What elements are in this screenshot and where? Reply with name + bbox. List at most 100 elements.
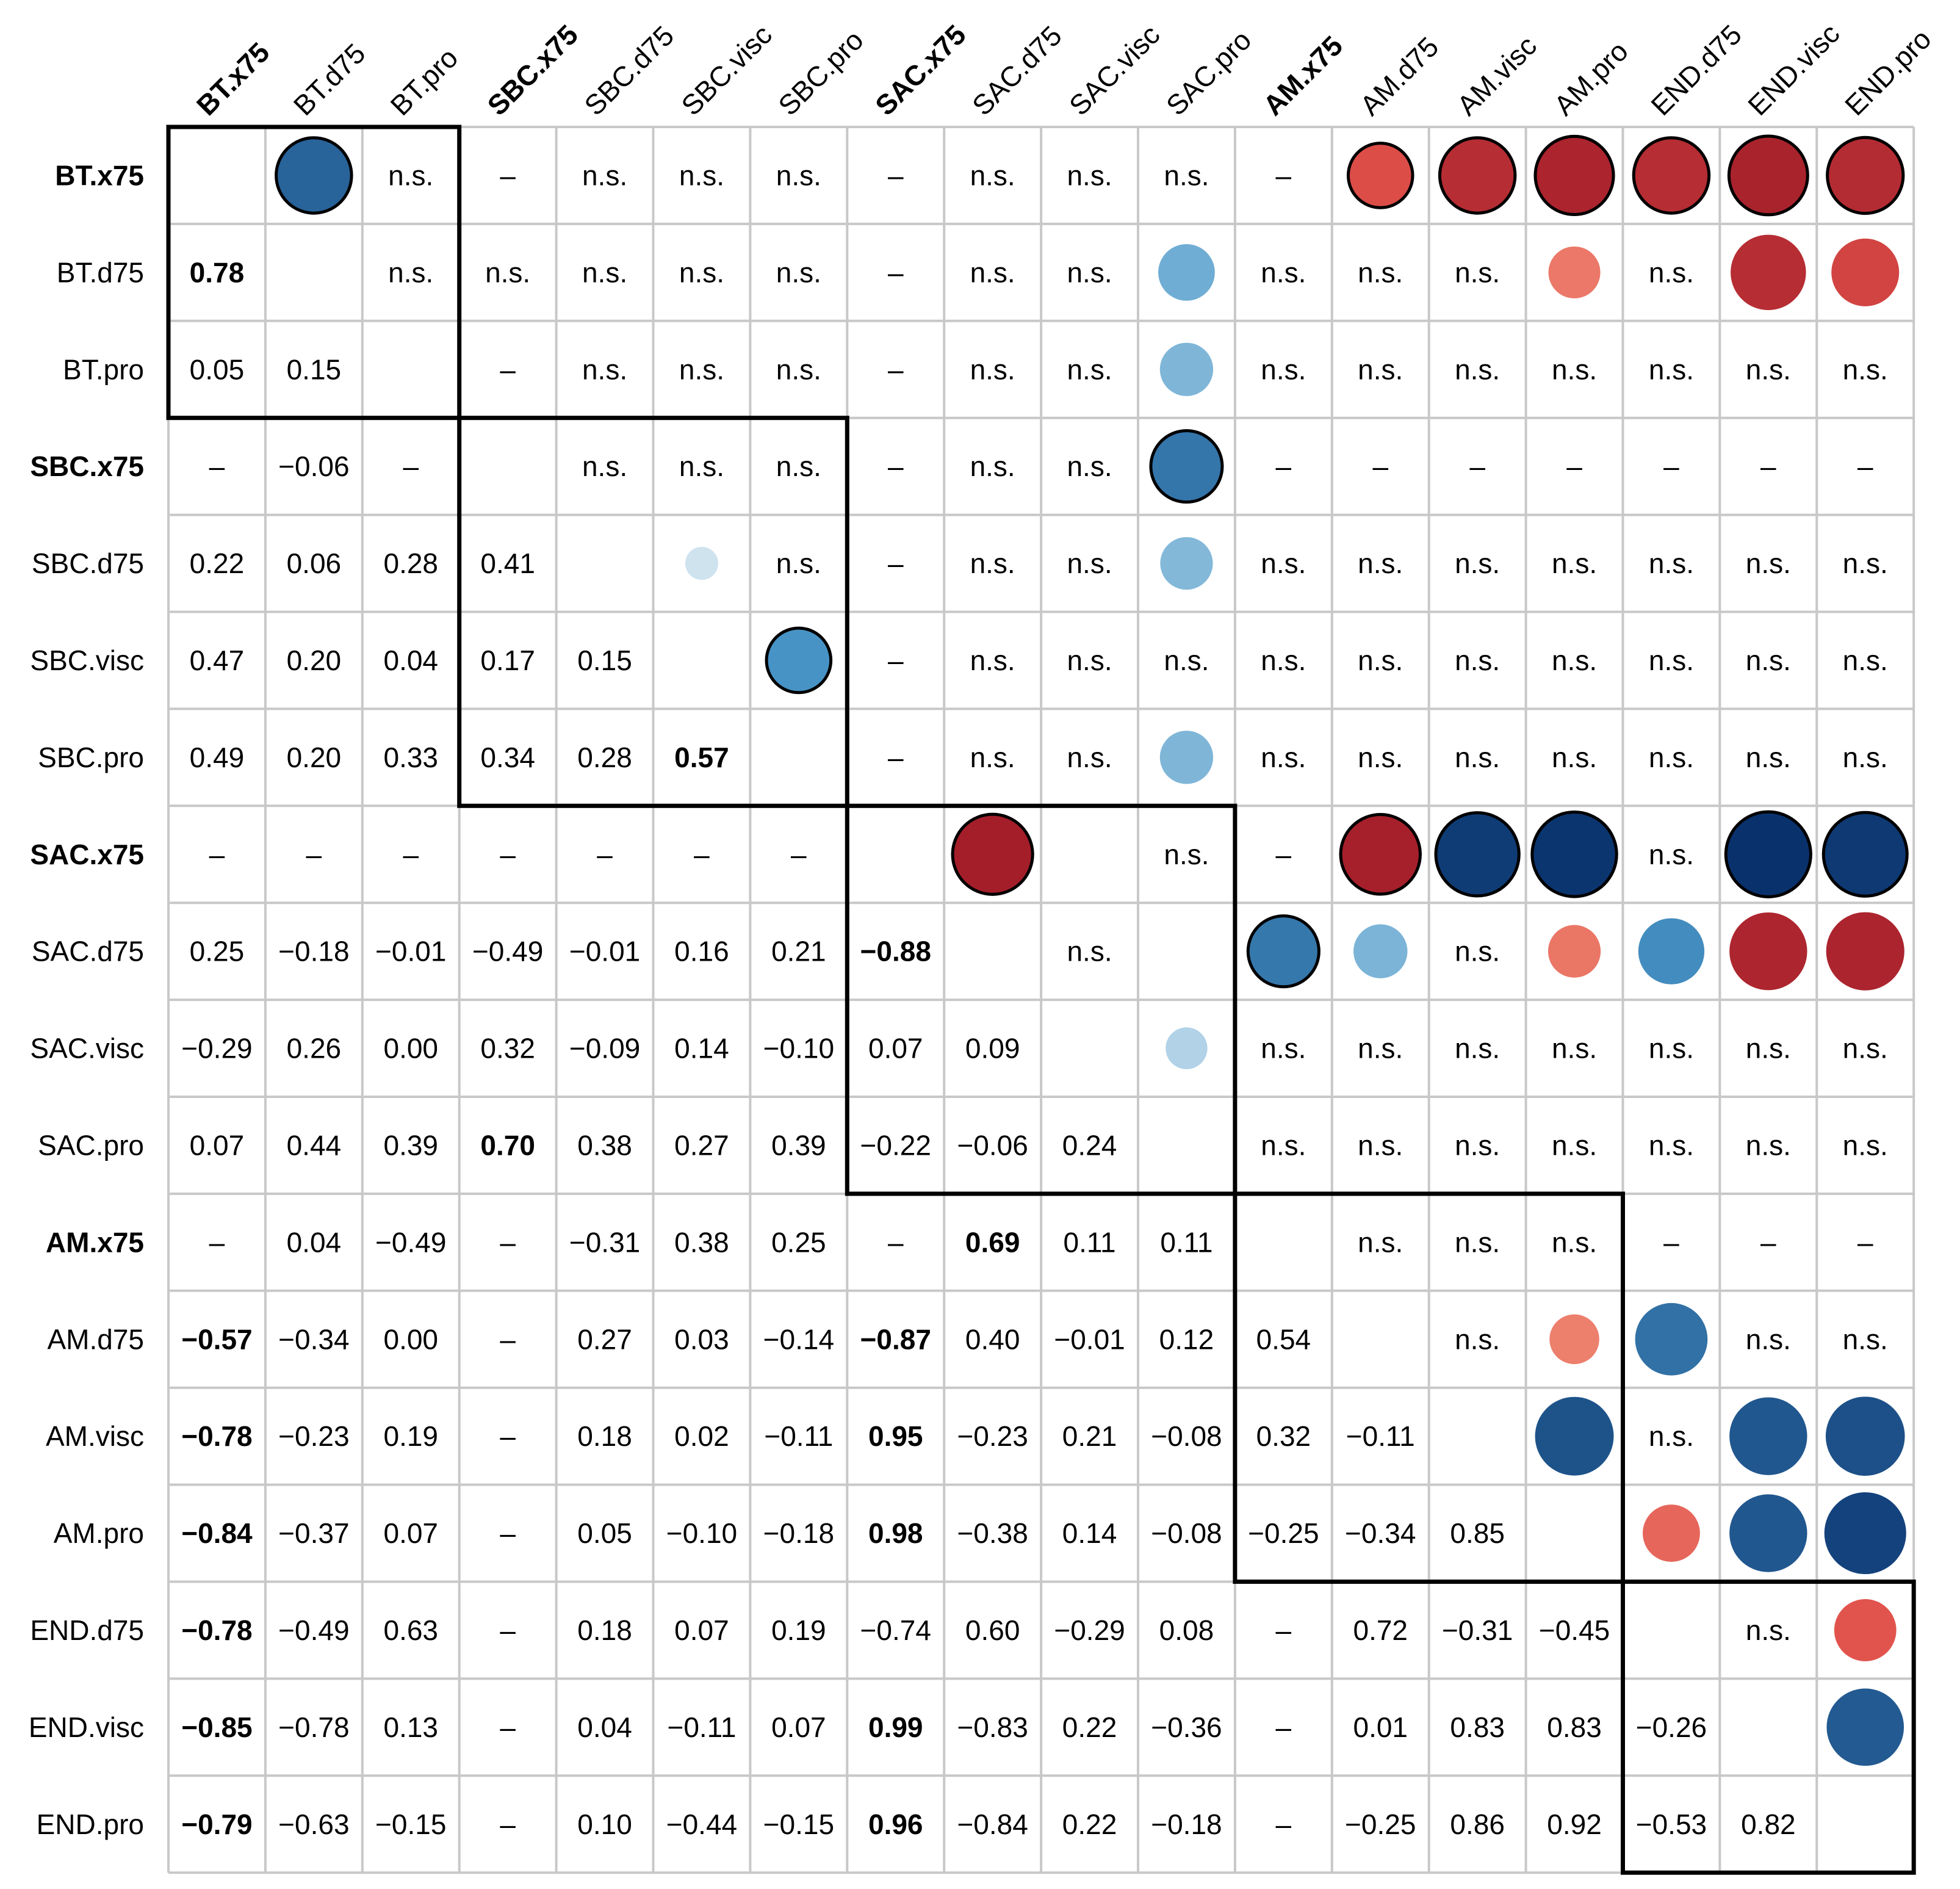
- ns-label: n.s.: [1164, 839, 1209, 870]
- ns-label: n.s.: [1843, 645, 1888, 676]
- correlation-value: −0.34: [1345, 1517, 1416, 1549]
- dash-label: –: [1469, 450, 1485, 482]
- correlation-value: −0.84: [181, 1517, 253, 1549]
- ns-label: n.s.: [1455, 1226, 1500, 1258]
- ns-label: n.s.: [1358, 1129, 1403, 1161]
- correlation-value: 0.10: [577, 1808, 632, 1840]
- column-label-am-visc: AM.visc: [1450, 29, 1543, 121]
- correlation-value: −0.23: [957, 1420, 1028, 1452]
- ns-label: n.s.: [485, 256, 530, 288]
- group-box-end: [1621, 1580, 1916, 1875]
- correlation-circle: [1547, 925, 1601, 978]
- ns-label: n.s.: [970, 353, 1015, 385]
- ns-label: n.s.: [1067, 742, 1112, 773]
- correlation-value: 0.25: [190, 936, 245, 967]
- correlation-value: 0.19: [771, 1614, 826, 1646]
- ns-label: n.s.: [776, 256, 821, 288]
- ns-label: n.s.: [1261, 547, 1306, 579]
- correlation-value: 0.95: [868, 1420, 923, 1452]
- correlation-value: 0.07: [190, 1129, 245, 1161]
- correlation-value: –: [209, 839, 225, 870]
- ns-label: n.s.: [679, 159, 724, 191]
- correlation-value: 0.03: [674, 1323, 729, 1355]
- ns-label: n.s.: [1358, 547, 1403, 579]
- ns-label: n.s.: [1261, 1033, 1306, 1064]
- ns-label: n.s.: [582, 353, 627, 385]
- correlation-value: −0.06: [278, 450, 349, 482]
- ns-label: n.s.: [1552, 1226, 1597, 1258]
- correlation-value: 0.39: [771, 1129, 826, 1161]
- correlation-circle: [1246, 914, 1320, 989]
- correlation-value: –: [500, 1420, 516, 1452]
- correlation-value: 0.21: [1062, 1420, 1117, 1452]
- correlation-value: 0.83: [1450, 1711, 1505, 1743]
- correlation-value: –: [500, 1517, 516, 1549]
- correlation-value: 0.07: [868, 1033, 923, 1064]
- correlation-value: –: [403, 450, 419, 482]
- correlation-value: −0.26: [1636, 1711, 1707, 1743]
- correlation-value: 0.83: [1547, 1711, 1602, 1743]
- ns-label: n.s.: [1067, 645, 1112, 676]
- dash-label: –: [1276, 839, 1292, 870]
- row-label-sac-x75: SAC.x75: [30, 839, 144, 870]
- correlation-value: −0.08: [1151, 1517, 1222, 1549]
- correlation-value: 0.21: [771, 936, 826, 967]
- correlation-value: −0.63: [278, 1808, 349, 1840]
- ns-label: n.s.: [1843, 1323, 1888, 1355]
- ns-label: n.s.: [1261, 353, 1306, 385]
- ns-label: n.s.: [1843, 1033, 1888, 1064]
- correlation-value: 0.98: [868, 1517, 923, 1549]
- ns-label: n.s.: [1649, 353, 1694, 385]
- correlation-value: −0.29: [181, 1033, 252, 1064]
- correlation-value: −0.29: [1054, 1614, 1125, 1646]
- dash-label: –: [888, 159, 904, 191]
- correlation-circle: [1729, 912, 1807, 991]
- ns-label: n.s.: [1649, 1033, 1694, 1064]
- cell-labels: 0.78 0.05 0.15 – −0.06 – 0.22 0.06 0.28 0.41 0.47 0…: [181, 159, 1888, 1840]
- correlation-value: 0.04: [577, 1711, 632, 1743]
- ns-label: n.s.: [679, 353, 724, 385]
- correlation-value: 0.04: [287, 1226, 342, 1258]
- correlation-value: 0.96: [868, 1808, 923, 1840]
- correlation-value: −0.18: [1151, 1808, 1222, 1840]
- correlation-circle: [1346, 142, 1414, 209]
- correlation-value: 0.28: [383, 547, 438, 579]
- correlation-value: −0.18: [278, 936, 349, 967]
- correlation-circle: [1824, 1492, 1906, 1575]
- ns-label: n.s.: [1843, 547, 1888, 579]
- correlation-value: 0.08: [1159, 1614, 1214, 1646]
- correlation-value: 0.14: [1062, 1517, 1117, 1549]
- correlation-circle: [1438, 136, 1517, 215]
- ns-label: n.s.: [1649, 547, 1694, 579]
- ns-label: n.s.: [970, 159, 1015, 191]
- correlation-value: −0.57: [181, 1323, 252, 1355]
- correlation-circle: [1158, 244, 1215, 301]
- correlation-value: 0.69: [965, 1226, 1020, 1258]
- correlation-value: −0.79: [181, 1808, 252, 1840]
- ns-label: n.s.: [582, 450, 627, 482]
- correlation-value: –: [597, 839, 613, 870]
- row-label-end-pro: END.pro: [37, 1808, 144, 1840]
- correlation-value: 0.20: [287, 742, 342, 773]
- correlation-value: −0.11: [1346, 1420, 1415, 1452]
- dash-label: –: [888, 547, 904, 579]
- correlation-value: 0.70: [480, 1129, 535, 1161]
- correlation-value: 0.32: [1256, 1420, 1311, 1452]
- ns-label: n.s.: [970, 256, 1015, 288]
- correlation-value: 0.41: [480, 547, 535, 579]
- correlation-circle: [1825, 1396, 1905, 1476]
- column-label-am-x75: AM.x75: [1257, 29, 1349, 121]
- correlation-value: –: [500, 1711, 516, 1743]
- correlation-value: 0.05: [190, 353, 245, 385]
- dash-label: –: [1857, 1226, 1873, 1258]
- row-label-am-visc: AM.visc: [46, 1420, 144, 1452]
- ns-label: n.s.: [776, 159, 821, 191]
- ns-label: n.s.: [970, 645, 1015, 676]
- row-label-am-pro: AM.pro: [54, 1517, 144, 1549]
- correlation-value: 0.54: [1256, 1323, 1311, 1355]
- correlation-value: 0.47: [190, 645, 245, 676]
- correlation-circle: [1535, 1396, 1614, 1476]
- correlation-value: 0.19: [383, 1420, 438, 1452]
- ns-label: n.s.: [1067, 450, 1112, 482]
- row-label-sac-visc: SAC.visc: [30, 1033, 144, 1064]
